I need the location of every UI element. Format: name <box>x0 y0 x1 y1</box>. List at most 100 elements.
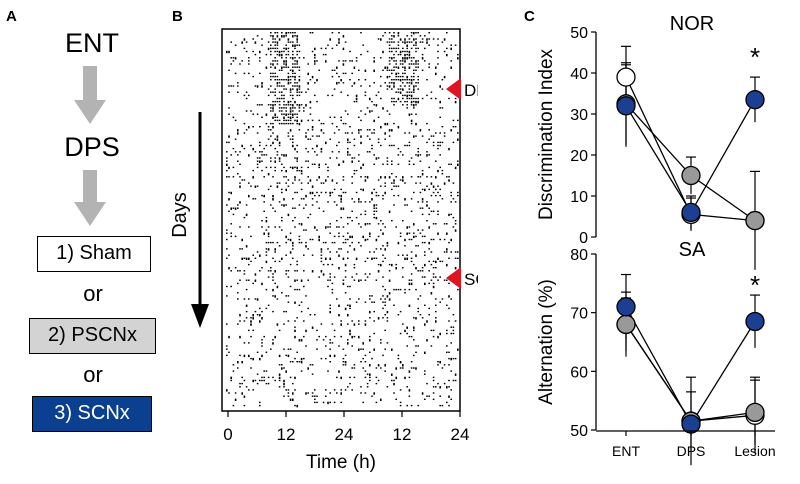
activity-dot <box>415 47 417 50</box>
activity-dot <box>274 226 276 228</box>
activity-dot <box>311 270 314 273</box>
activity-dot <box>382 194 384 197</box>
activity-dot <box>375 279 378 281</box>
activity-dot <box>406 254 408 256</box>
activity-dot <box>294 376 296 380</box>
activity-dot <box>296 44 298 46</box>
activity-dot <box>241 392 243 395</box>
activity-dot <box>364 376 367 379</box>
activity-dot <box>303 207 305 209</box>
activity-dot <box>333 241 336 244</box>
activity-dot <box>382 198 384 200</box>
activity-dot <box>364 91 367 93</box>
activity-dot <box>347 304 349 306</box>
activity-dot <box>340 248 342 250</box>
activity-dot <box>276 154 279 156</box>
activity-dot <box>261 376 263 379</box>
activity-dot <box>237 282 239 285</box>
activity-dot <box>448 241 450 244</box>
activity-dot <box>254 279 257 282</box>
activity-dot <box>338 32 340 34</box>
activity-dot <box>283 47 285 50</box>
activity-dot <box>283 386 285 388</box>
or-label: or <box>83 281 103 306</box>
activity-dot <box>417 154 419 157</box>
activity-dot <box>281 85 283 87</box>
activity-dot <box>417 404 419 407</box>
activity-dot <box>421 267 424 269</box>
group-box-pscnx: 2) PSCNx <box>29 318 156 354</box>
activity-dot <box>281 66 283 69</box>
activity-dot <box>355 169 358 172</box>
activity-dot <box>432 335 435 338</box>
activity-dot <box>311 126 314 129</box>
activity-dot <box>382 276 384 278</box>
activity-dot <box>443 382 446 385</box>
activity-dot <box>336 251 338 253</box>
activity-dot <box>439 238 441 241</box>
activity-dot <box>228 198 230 201</box>
activity-dot <box>408 238 411 241</box>
activity-dot <box>329 304 331 306</box>
activity-dot <box>325 395 327 397</box>
activity-dot <box>410 282 413 286</box>
activity-dot <box>294 100 296 104</box>
activity-dot <box>336 157 338 159</box>
activity-dot <box>300 357 303 361</box>
activity-dot <box>355 216 358 219</box>
activity-dot <box>278 141 281 145</box>
panel-c-letter: C <box>524 8 535 25</box>
activity-dot <box>314 226 316 229</box>
activity-dot <box>318 176 320 179</box>
activity-dot <box>276 182 279 184</box>
activity-dot <box>256 298 259 301</box>
activity-dot <box>386 320 389 322</box>
activity-dot <box>373 60 375 63</box>
activity-dot <box>245 97 248 100</box>
activity-dot <box>347 285 349 288</box>
activity-dot <box>439 144 441 147</box>
activity-dot <box>371 395 373 397</box>
activity-dot <box>399 91 402 94</box>
activity-dot <box>289 138 292 140</box>
activity-dot <box>371 301 373 303</box>
activity-dot <box>298 288 301 291</box>
activity-dot <box>278 226 281 228</box>
activity-dot <box>397 314 400 316</box>
activity-dot <box>364 201 367 203</box>
activity-dot <box>441 79 444 81</box>
activity-dot <box>241 361 243 364</box>
activity-dot <box>305 147 307 150</box>
activity-dot <box>226 163 228 166</box>
activity-dot <box>435 66 437 69</box>
activity-dot <box>296 53 298 56</box>
activity-dot <box>237 129 239 132</box>
activity-dot <box>393 82 395 85</box>
activity-dot <box>373 188 375 191</box>
activity-dot <box>259 401 261 404</box>
activity-dot <box>270 72 272 75</box>
activity-dot <box>399 53 402 56</box>
activity-dot <box>393 97 395 100</box>
activity-dot <box>397 66 400 69</box>
activity-dot <box>314 194 316 197</box>
activity-dot <box>320 147 323 151</box>
activity-dot <box>437 279 439 281</box>
activity-dot <box>360 85 362 87</box>
activity-dot <box>410 122 413 125</box>
activity-dot <box>261 44 263 46</box>
activity-dot <box>402 254 404 256</box>
activity-dot <box>439 85 441 88</box>
activity-dot <box>234 392 237 394</box>
activity-dot <box>239 226 241 228</box>
activity-dot <box>344 241 347 244</box>
chart-title: SA <box>679 239 706 261</box>
activity-dot <box>322 339 325 341</box>
activity-dot <box>391 173 393 175</box>
activity-dot <box>298 235 301 238</box>
activity-dot <box>254 151 257 153</box>
activity-dot <box>347 154 349 156</box>
activity-dot <box>228 191 230 194</box>
activity-dot <box>300 91 303 93</box>
activity-dot <box>375 157 378 160</box>
